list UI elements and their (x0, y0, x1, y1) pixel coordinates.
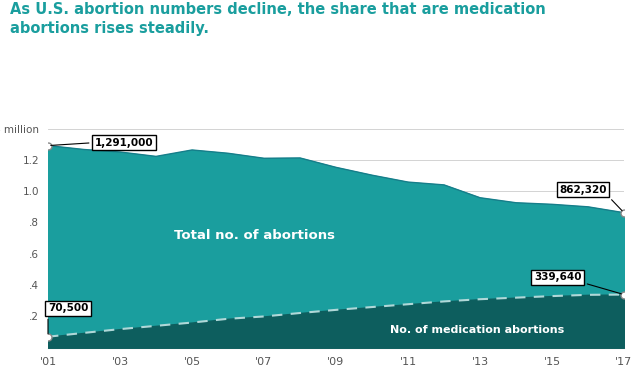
Text: 1,291,000: 1,291,000 (51, 138, 154, 148)
Text: As U.S. abortion numbers decline, the share that are medication: As U.S. abortion numbers decline, the sh… (10, 2, 545, 17)
Text: No. of medication abortions: No. of medication abortions (390, 325, 564, 335)
Text: 70,500: 70,500 (48, 303, 88, 334)
Text: abortions rises steadily.: abortions rises steadily. (10, 21, 209, 36)
Text: Total no. of abortions: Total no. of abortions (174, 229, 335, 242)
Text: 339,640: 339,640 (534, 272, 621, 294)
Text: 862,320: 862,320 (559, 184, 622, 211)
